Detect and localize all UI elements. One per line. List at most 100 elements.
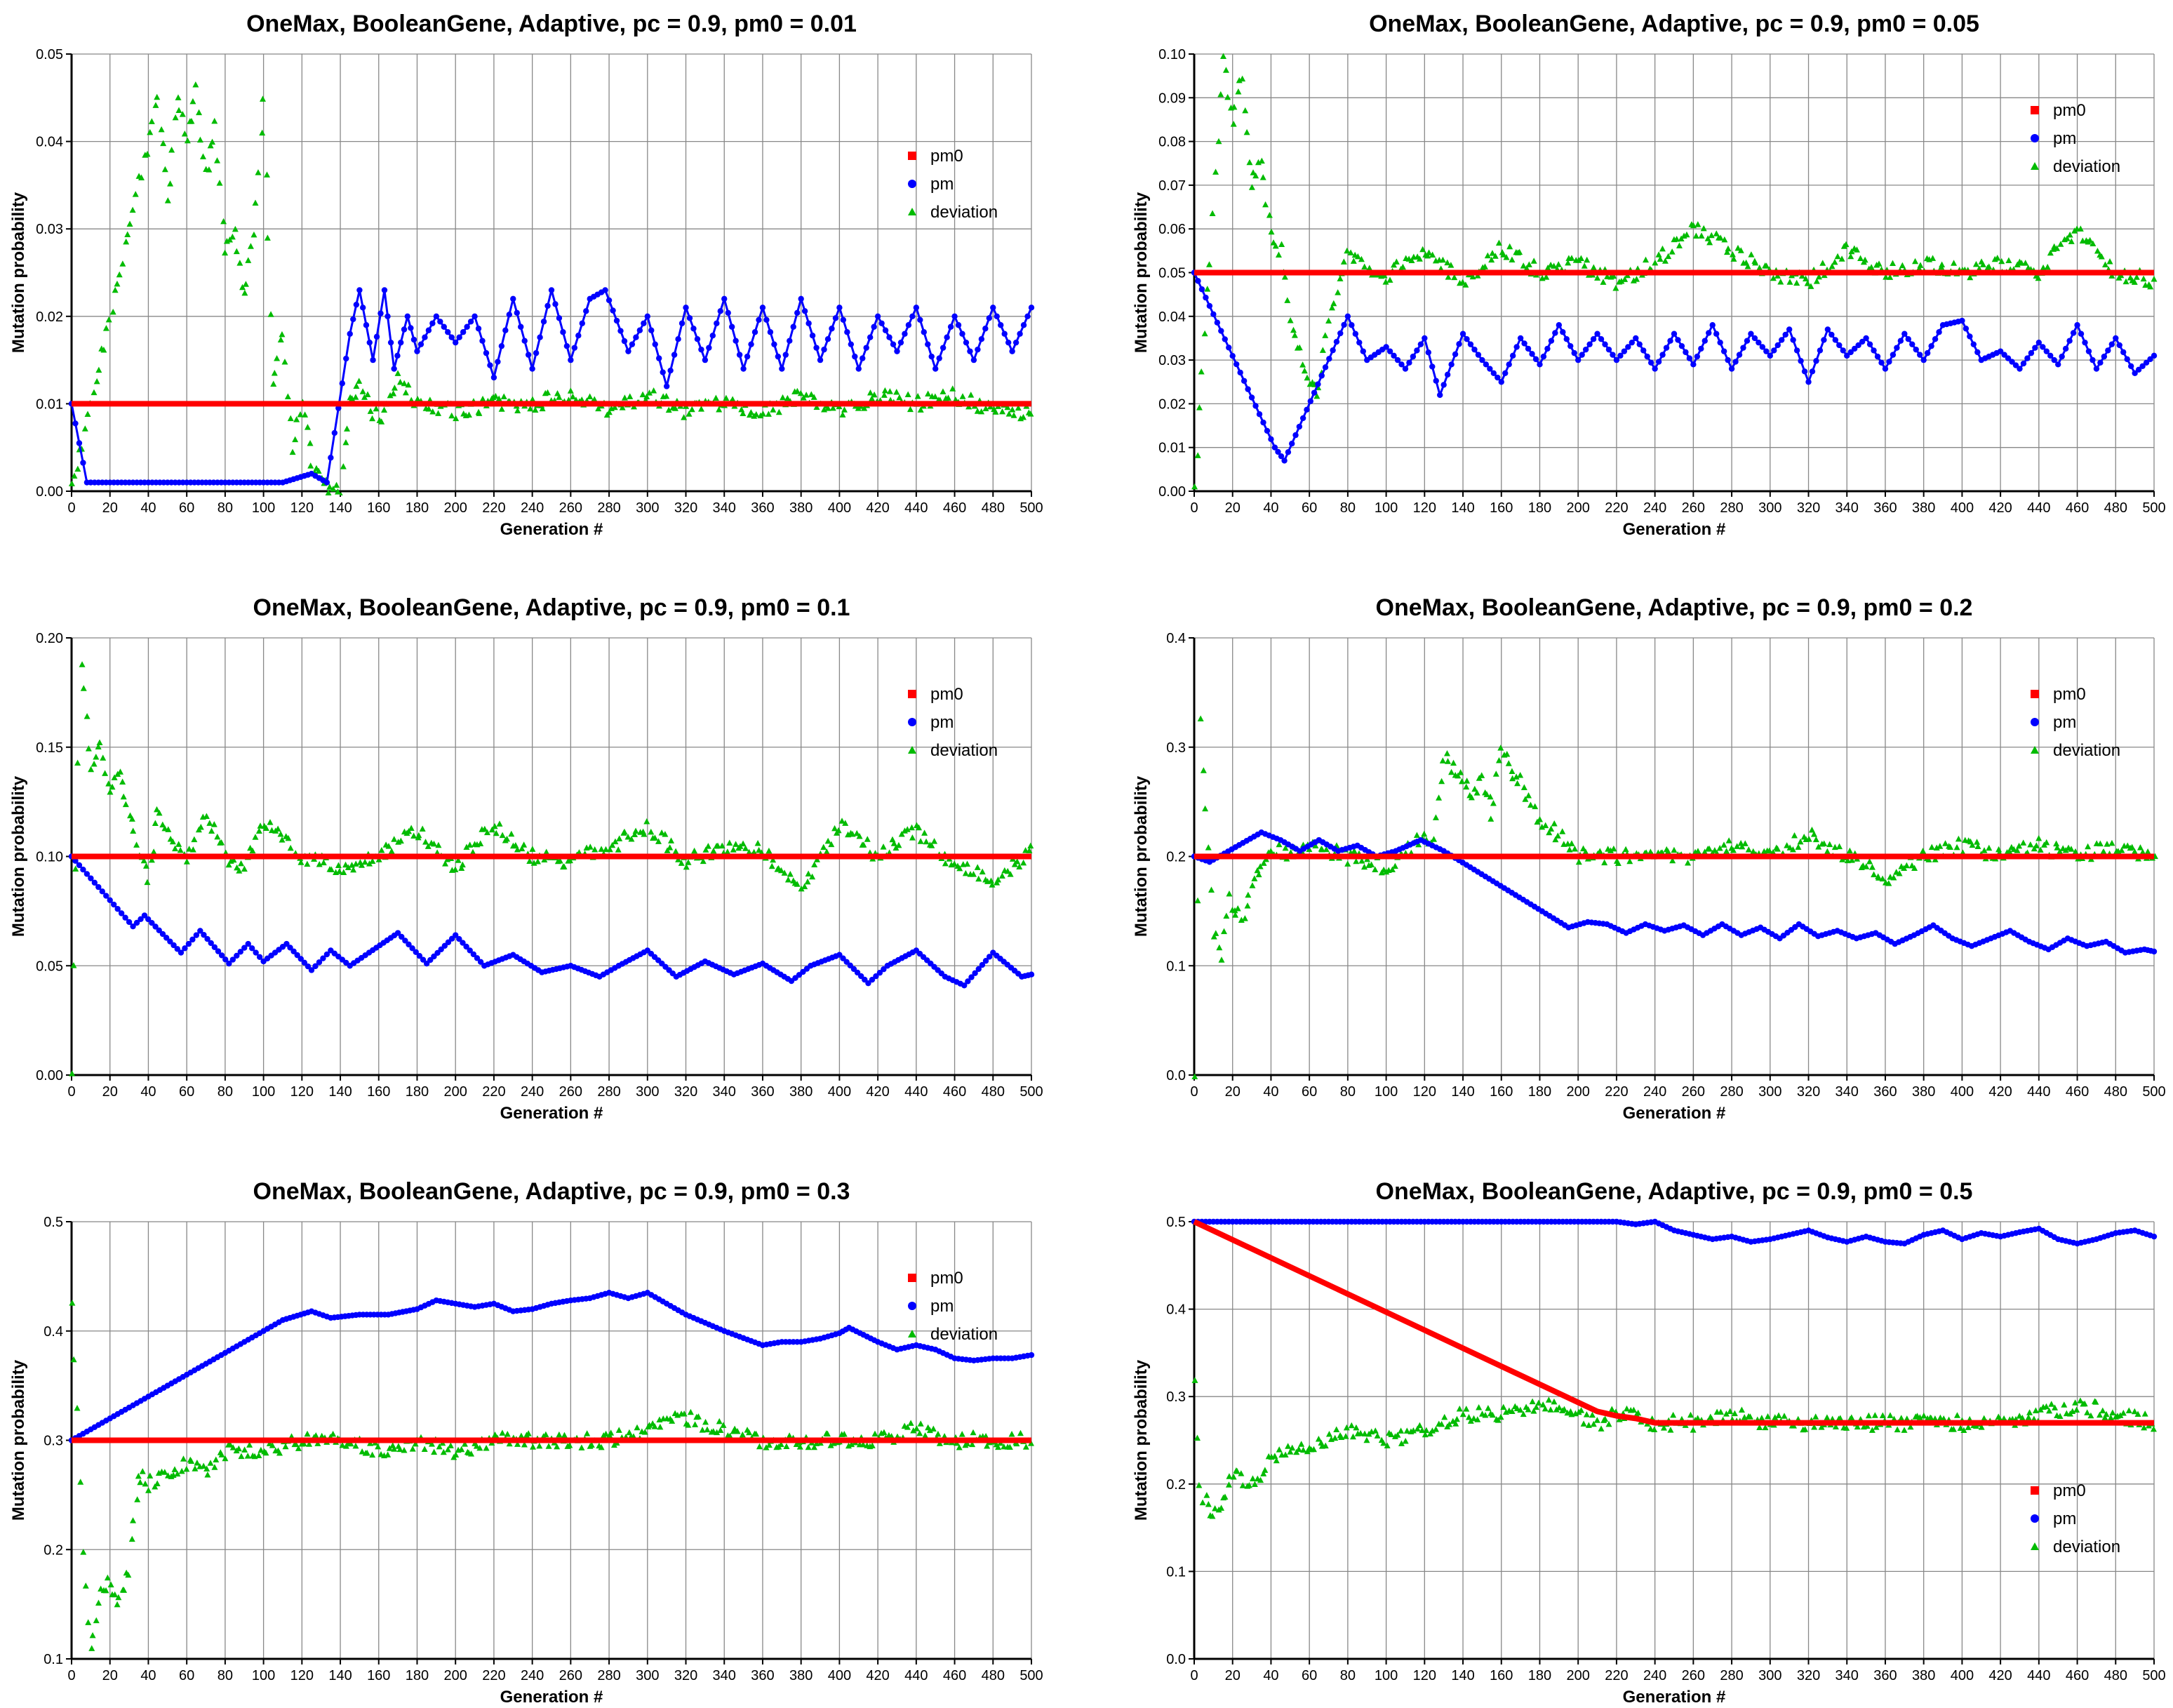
y-tick-label: 0.2	[1166, 1477, 1186, 1493]
deviation-point	[194, 1460, 201, 1466]
pm-point	[204, 935, 210, 942]
deviation-point	[152, 1483, 159, 1490]
deviation-point	[1965, 1424, 1972, 1430]
deviation-point	[1701, 848, 1709, 855]
deviation-point	[1734, 843, 1741, 849]
pm-point	[2028, 349, 2035, 356]
deviation-point	[1593, 1417, 1600, 1423]
pm-point	[1740, 345, 1746, 351]
deviation-point	[702, 1418, 709, 1425]
x-tick-label: 120	[1413, 500, 1436, 516]
deviation-point	[1589, 1411, 1596, 1418]
pm-point	[464, 323, 470, 330]
deviation-point	[1584, 256, 1591, 263]
pm-point	[2097, 359, 2104, 366]
deviation-point	[811, 1443, 818, 1450]
x-tick-label: 280	[1720, 500, 1743, 516]
deviation-point	[1197, 715, 1204, 722]
pm-point	[905, 322, 912, 328]
deviation-point	[125, 1571, 132, 1578]
deviation-point	[1804, 280, 1811, 286]
deviation-point	[154, 93, 161, 100]
deviation-point	[1204, 286, 1211, 292]
y-tick-label: 0.5	[44, 1215, 63, 1230]
deviation-point	[1647, 1425, 1654, 1432]
deviation-point	[923, 838, 930, 845]
deviation-point	[1791, 832, 1798, 839]
deviation-point	[1278, 241, 1285, 247]
pm-point	[420, 956, 427, 963]
y-tick-label: 0.03	[1158, 353, 1186, 368]
deviation-point	[1885, 880, 1892, 886]
pm-point	[2001, 352, 2007, 358]
pm-point	[1713, 331, 1720, 337]
pm-point	[167, 938, 173, 945]
deviation-point	[1444, 259, 1451, 266]
deviation-point	[2087, 1412, 2094, 1419]
x-tick-label: 460	[2066, 1084, 2089, 1100]
x-tick-label: 240	[521, 1668, 544, 1683]
deviation-point	[805, 870, 812, 876]
deviation-point	[270, 380, 277, 387]
pm-point	[1894, 345, 1900, 351]
pm-point	[2105, 347, 2111, 354]
deviation-point	[1848, 1414, 1855, 1420]
deviation-point	[1925, 856, 1932, 862]
pm-point	[1005, 339, 1012, 346]
pm-point	[312, 963, 319, 970]
deviation-point	[860, 841, 867, 848]
pm-point	[690, 326, 697, 332]
x-tick-label: 320	[674, 500, 697, 516]
pm-point	[185, 940, 192, 947]
y-tick-label: 0.08	[1158, 135, 1186, 150]
deviation-point	[1657, 255, 1664, 262]
deviation-point	[1772, 1414, 1779, 1420]
deviation-point	[333, 481, 340, 488]
pm-point	[1311, 389, 1318, 396]
pm-point	[1471, 346, 1478, 353]
pm-point	[1330, 347, 1336, 354]
deviation-point	[139, 1468, 146, 1474]
deviation-point	[751, 848, 758, 855]
deviation-point	[2054, 844, 2061, 850]
pm-point	[138, 916, 144, 922]
deviation-point	[214, 833, 221, 840]
chart-panel-2: OneMax, BooleanGene, Adaptive, pc = 0.9,…	[1123, 0, 2168, 540]
x-tick-label: 300	[636, 1668, 659, 1683]
x-tick-label: 400	[828, 1084, 851, 1100]
deviation-point	[69, 1300, 76, 1306]
x-tick-label: 120	[290, 1084, 314, 1100]
deviation-point	[1995, 846, 2002, 853]
deviation-point	[1594, 274, 1601, 281]
pm-point	[1256, 411, 1263, 418]
deviation-point	[1723, 1410, 1730, 1417]
deviation-point	[1439, 256, 1446, 263]
x-axis-label: Generation #	[1623, 1104, 1726, 1123]
deviation-point	[578, 396, 585, 403]
deviation-point	[608, 1429, 615, 1436]
deviation-point	[1337, 275, 1344, 281]
deviation-point	[665, 406, 672, 413]
series-deviation	[1191, 1377, 2157, 1519]
deviation-point	[1843, 241, 1850, 248]
deviation-point	[367, 408, 374, 414]
pm-point	[728, 323, 735, 330]
pm-point	[1694, 353, 1701, 360]
deviation-point	[107, 1581, 114, 1588]
deviation-point	[238, 860, 245, 867]
deviation-point	[881, 392, 888, 398]
pm-point	[414, 348, 420, 354]
deviation-point	[1565, 259, 1572, 266]
deviation-point	[1957, 1425, 1964, 1432]
pm-point	[1532, 356, 1539, 363]
deviation-point	[1447, 262, 1455, 268]
deviation-point	[742, 845, 749, 851]
pm-point	[518, 323, 524, 330]
pm-point	[2040, 344, 2046, 350]
x-tick-label: 180	[1528, 1084, 1551, 1100]
deviation-point	[1887, 1412, 1894, 1418]
legend-marker-pm0	[2031, 690, 2039, 698]
deviation-point	[521, 1441, 528, 1448]
